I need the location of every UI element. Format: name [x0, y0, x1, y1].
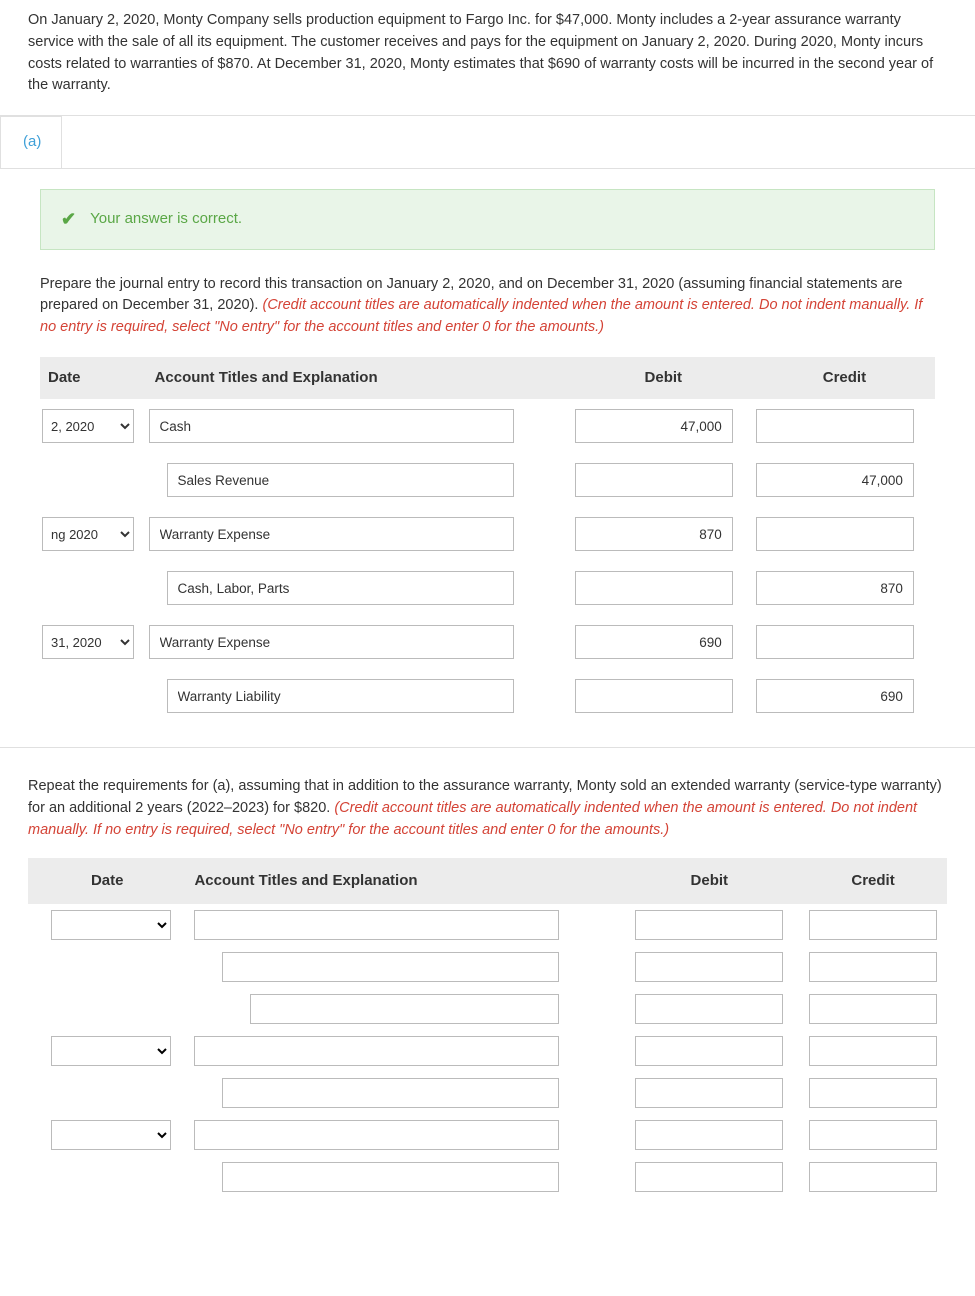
debit-input[interactable]: [635, 1120, 783, 1150]
header-account-b: Account Titles and Explanation: [186, 858, 619, 905]
part-a-content: ✔ Your answer is correct. Prepare the jo…: [0, 169, 975, 749]
date-select[interactable]: [51, 910, 171, 940]
debit-input[interactable]: [635, 994, 783, 1024]
table-row: [28, 946, 947, 988]
debit-input[interactable]: [635, 1036, 783, 1066]
account-input[interactable]: [167, 571, 514, 605]
header-account: Account Titles and Explanation: [147, 357, 573, 400]
credit-input[interactable]: [809, 1120, 937, 1150]
table-row: [28, 988, 947, 1030]
table-row: [28, 1030, 947, 1072]
part-a-instruction: Prepare the journal entry to record this…: [40, 274, 935, 339]
table-row: 31, 2020: [40, 615, 935, 669]
journal-table-a: Date Account Titles and Explanation Debi…: [40, 357, 935, 724]
account-input[interactable]: [250, 994, 559, 1024]
table-row: ng 2020: [40, 507, 935, 561]
table-header-row: Date Account Titles and Explanation Debi…: [28, 858, 947, 905]
credit-input[interactable]: [756, 625, 914, 659]
journal-table-b: Date Account Titles and Explanation Debi…: [28, 858, 947, 1199]
table-row: [40, 453, 935, 507]
account-input[interactable]: [149, 517, 514, 551]
account-input[interactable]: [194, 1120, 559, 1150]
debit-input[interactable]: [635, 1162, 783, 1192]
credit-input[interactable]: [809, 1078, 937, 1108]
table-row: [28, 1114, 947, 1156]
correct-message: Your answer is correct.: [90, 208, 242, 231]
account-input[interactable]: [149, 409, 514, 443]
table-row: [40, 669, 935, 723]
header-credit: Credit: [754, 357, 935, 400]
credit-input[interactable]: [756, 409, 914, 443]
header-credit-b: Credit: [799, 858, 947, 905]
header-date: Date: [40, 357, 147, 400]
problem-text: On January 2, 2020, Monty Company sells …: [28, 12, 933, 93]
header-debit-b: Debit: [620, 858, 800, 905]
credit-input[interactable]: [809, 1036, 937, 1066]
problem-statement: On January 2, 2020, Monty Company sells …: [0, 0, 975, 116]
date-select[interactable]: [51, 1120, 171, 1150]
debit-input[interactable]: [635, 952, 783, 982]
account-input[interactable]: [167, 463, 514, 497]
date-select[interactable]: [51, 1036, 171, 1066]
debit-input[interactable]: [635, 1078, 783, 1108]
account-input[interactable]: [149, 625, 514, 659]
header-date-b: Date: [28, 858, 186, 905]
part-a-tab[interactable]: (a): [0, 116, 62, 168]
debit-input[interactable]: [575, 571, 733, 605]
credit-input[interactable]: [809, 1162, 937, 1192]
account-input[interactable]: [222, 952, 559, 982]
debit-input[interactable]: [575, 625, 733, 659]
table-row: [40, 561, 935, 615]
correct-banner: ✔ Your answer is correct.: [40, 189, 935, 250]
date-select[interactable]: 31, 2020: [42, 625, 134, 659]
debit-input[interactable]: [575, 679, 733, 713]
debit-input[interactable]: [575, 409, 733, 443]
part-b-content: Repeat the requirements for (a), assumin…: [0, 748, 975, 1218]
part-b-instruction: Repeat the requirements for (a), assumin…: [28, 776, 947, 841]
debit-input[interactable]: [575, 517, 733, 551]
credit-input[interactable]: [809, 910, 937, 940]
credit-input[interactable]: [756, 463, 914, 497]
account-input[interactable]: [222, 1162, 559, 1192]
account-input[interactable]: [194, 910, 559, 940]
account-input[interactable]: [167, 679, 514, 713]
credit-input[interactable]: [756, 571, 914, 605]
credit-input[interactable]: [756, 517, 914, 551]
table-row: [28, 1072, 947, 1114]
credit-input[interactable]: [809, 952, 937, 982]
header-debit: Debit: [573, 357, 754, 400]
date-select[interactable]: ng 2020: [42, 517, 134, 551]
check-icon: ✔: [61, 206, 76, 233]
table-row: 2, 2020: [40, 399, 935, 453]
account-input[interactable]: [222, 1078, 559, 1108]
table-row: [28, 1156, 947, 1198]
date-select[interactable]: 2, 2020: [42, 409, 134, 443]
debit-input[interactable]: [635, 910, 783, 940]
credit-input[interactable]: [809, 994, 937, 1024]
debit-input[interactable]: [575, 463, 733, 497]
table-header-row: Date Account Titles and Explanation Debi…: [40, 357, 935, 400]
account-input[interactable]: [194, 1036, 559, 1066]
table-row: [28, 904, 947, 946]
credit-input[interactable]: [756, 679, 914, 713]
part-tab-row: (a): [0, 116, 975, 169]
